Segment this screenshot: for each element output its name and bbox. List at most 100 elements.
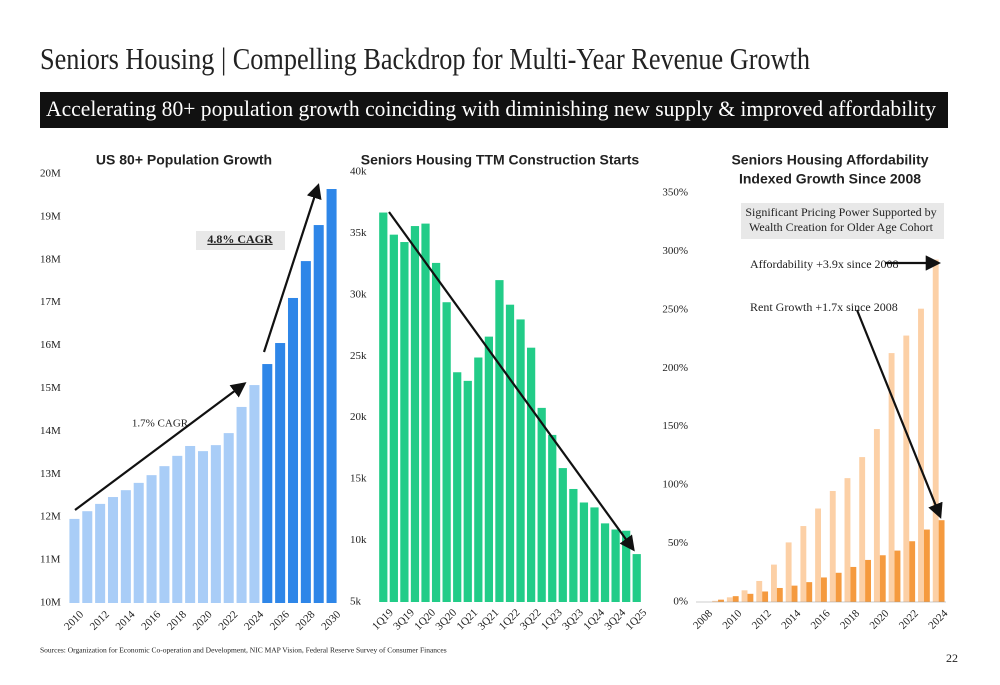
annotation-box [741, 203, 944, 239]
x-tick-label: 2010 [720, 607, 744, 631]
chart-title: Seniors Housing TTM Construction Starts [361, 152, 640, 168]
subtitle-band [40, 92, 948, 128]
bar [236, 406, 247, 603]
bar [453, 372, 462, 602]
bar [622, 530, 631, 602]
x-tick-label: 2012 [750, 608, 774, 632]
y-tick-label: 5k [350, 596, 362, 608]
annotation: 4.8% CAGR [207, 232, 273, 246]
chart: Seniors Housing TTM Construction Starts 5… [350, 152, 650, 633]
bar [579, 502, 589, 602]
annotation: Wealth Creation for Older Age Cohort [749, 220, 934, 234]
bar [756, 580, 763, 602]
bar [410, 226, 420, 603]
y-tick-label: 40k [350, 166, 367, 178]
bar [815, 508, 821, 602]
bar [484, 336, 493, 602]
bar [172, 455, 183, 603]
bar [431, 262, 441, 602]
x-tick-label: 2016 [139, 608, 163, 632]
bar [389, 234, 398, 602]
bar [249, 385, 260, 603]
x-tick-label: 1Q25 [624, 606, 650, 632]
y-tick-label: 50% [668, 537, 688, 549]
bar [611, 529, 620, 602]
bar [903, 335, 910, 602]
bar [938, 520, 945, 602]
x-tick-label: 2014 [114, 608, 138, 632]
chart-title: US 80+ Population Growth [96, 152, 272, 168]
bar [732, 596, 739, 602]
x-tick-label: 1Q22 [497, 607, 523, 633]
bar [474, 357, 483, 602]
bar [726, 597, 733, 602]
x-tick-label: 2008 [691, 607, 715, 631]
x-tick-label: 2024 [926, 607, 950, 631]
bar [133, 482, 144, 603]
y-tick-label: 15k [350, 473, 367, 485]
bar [909, 541, 916, 602]
y-tick-label: 250% [662, 303, 688, 315]
y-tick-label: 200% [662, 362, 688, 374]
trend-arrow [388, 211, 635, 552]
x-tick-label: 2020 [867, 607, 891, 631]
bar [421, 223, 430, 602]
bar [865, 559, 871, 602]
bar [776, 587, 783, 602]
x-tick-label: 2018 [165, 608, 189, 632]
bar [287, 297, 299, 603]
bar [850, 566, 857, 602]
bar [932, 259, 939, 602]
bar [495, 280, 504, 602]
bar [806, 582, 813, 602]
x-tick-label: 2012 [88, 609, 112, 633]
y-tick-label: 16M [40, 339, 61, 351]
annotation: Rent Growth +1.7x since 2008 [750, 300, 898, 314]
bar [516, 319, 525, 602]
x-tick-label: 2030 [319, 608, 343, 632]
arrows [74, 183, 943, 552]
chart: US 80+ Population Growth 10M 11M 12M 13M 14M 1… [40, 152, 344, 633]
trend-arrow [74, 382, 247, 511]
bar [923, 529, 930, 602]
x-tick-label: 1Q23 [539, 606, 565, 632]
bar [771, 564, 777, 602]
bar [326, 189, 337, 603]
bar [120, 490, 131, 603]
bar [918, 308, 924, 602]
x-tick-label: 3Q20 [433, 606, 459, 632]
bar [275, 343, 286, 603]
y-tick-label: 150% [662, 420, 688, 432]
y-tick-label: 30k [350, 288, 367, 300]
bar [888, 353, 895, 602]
x-tick-label: 2022 [897, 608, 921, 632]
bar [210, 445, 221, 603]
annotation-box [196, 231, 285, 250]
bar [400, 242, 409, 602]
x-tick-label: 3Q19 [391, 606, 417, 632]
x-tick-label: 3Q23 [560, 606, 586, 632]
bar [569, 488, 578, 602]
x-tick-label: 1Q24 [581, 606, 607, 632]
y-tick-label: 15M [40, 382, 61, 394]
x-tick-label: 1Q20 [412, 606, 438, 632]
trend-arrow [262, 183, 322, 353]
bar [844, 478, 851, 602]
y-tick-label: 10k [350, 534, 367, 546]
y-tick-label: 11M [40, 554, 61, 566]
x-tick-label: 2020 [191, 608, 215, 632]
x-tick-label: 2014 [779, 607, 803, 631]
bar [791, 585, 798, 602]
x-tick-label: 3Q21 [476, 607, 502, 633]
bar [859, 457, 866, 602]
annotation: Significant Pricing Power Supported by [745, 205, 936, 219]
x-tick-label: 2028 [294, 608, 318, 632]
x-tick-label: 2022 [216, 609, 240, 633]
bar [300, 261, 311, 603]
trend-arrow [855, 309, 943, 519]
x-tick-label: 1Q21 [455, 607, 481, 633]
annotation: 1.7% CAGR [132, 418, 189, 430]
x-tick-label: 2024 [242, 608, 266, 632]
bar [442, 302, 451, 602]
